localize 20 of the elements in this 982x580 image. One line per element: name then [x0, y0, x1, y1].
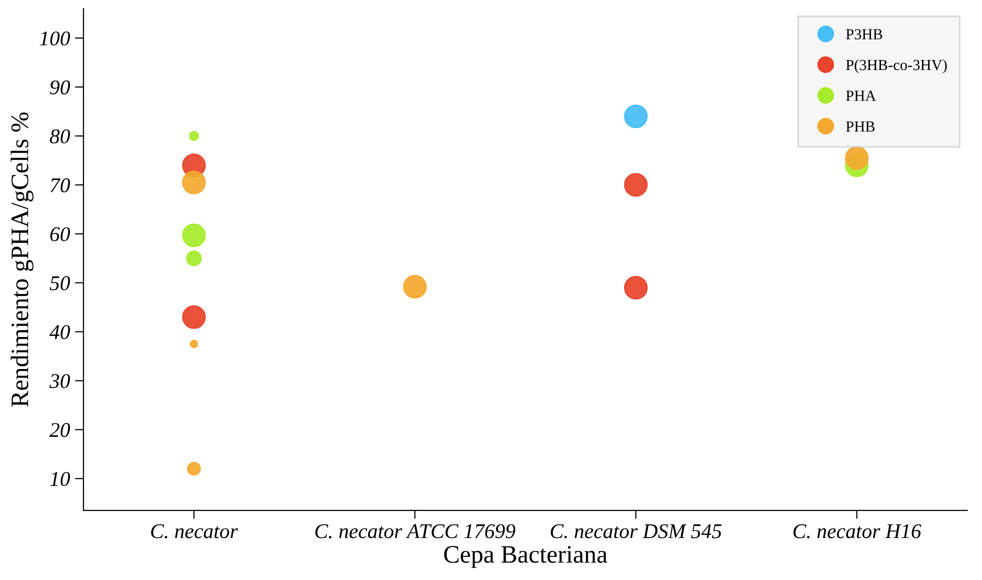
y-tick-label: 60 [50, 227, 70, 242]
legend-label: P(3HB-co-3HV) [846, 59, 947, 74]
y-tick-label: 20 [49, 423, 70, 438]
x-tick-label: C. necator DSM 545 [550, 524, 722, 538]
y-tick-label: 10 [50, 472, 70, 486]
y-tick-label: 70 [50, 178, 70, 192]
y-tick-label: 40 [49, 325, 70, 340]
y-tick-label: 80 [50, 129, 70, 144]
y-tick-label: 90 [50, 80, 70, 94]
y-tick-label: 100 [40, 31, 70, 46]
x-tick-label: C. necator ATCC 17699 [315, 524, 516, 538]
y-tick-label: 30 [49, 374, 70, 388]
x-axis-title: Cepa Bacteriana [444, 546, 608, 568]
legend-label: PHB [846, 122, 875, 132]
legend-label: P3HB [846, 29, 882, 40]
x-tick-label: C. necator H16 [793, 524, 922, 538]
y-tick-label: 50 [50, 276, 70, 290]
legend-label: PHA [846, 90, 876, 101]
x-tick-label: C. necator [151, 524, 238, 538]
y-axis-title: Rendimiento gPHA/gCells % [10, 112, 34, 407]
